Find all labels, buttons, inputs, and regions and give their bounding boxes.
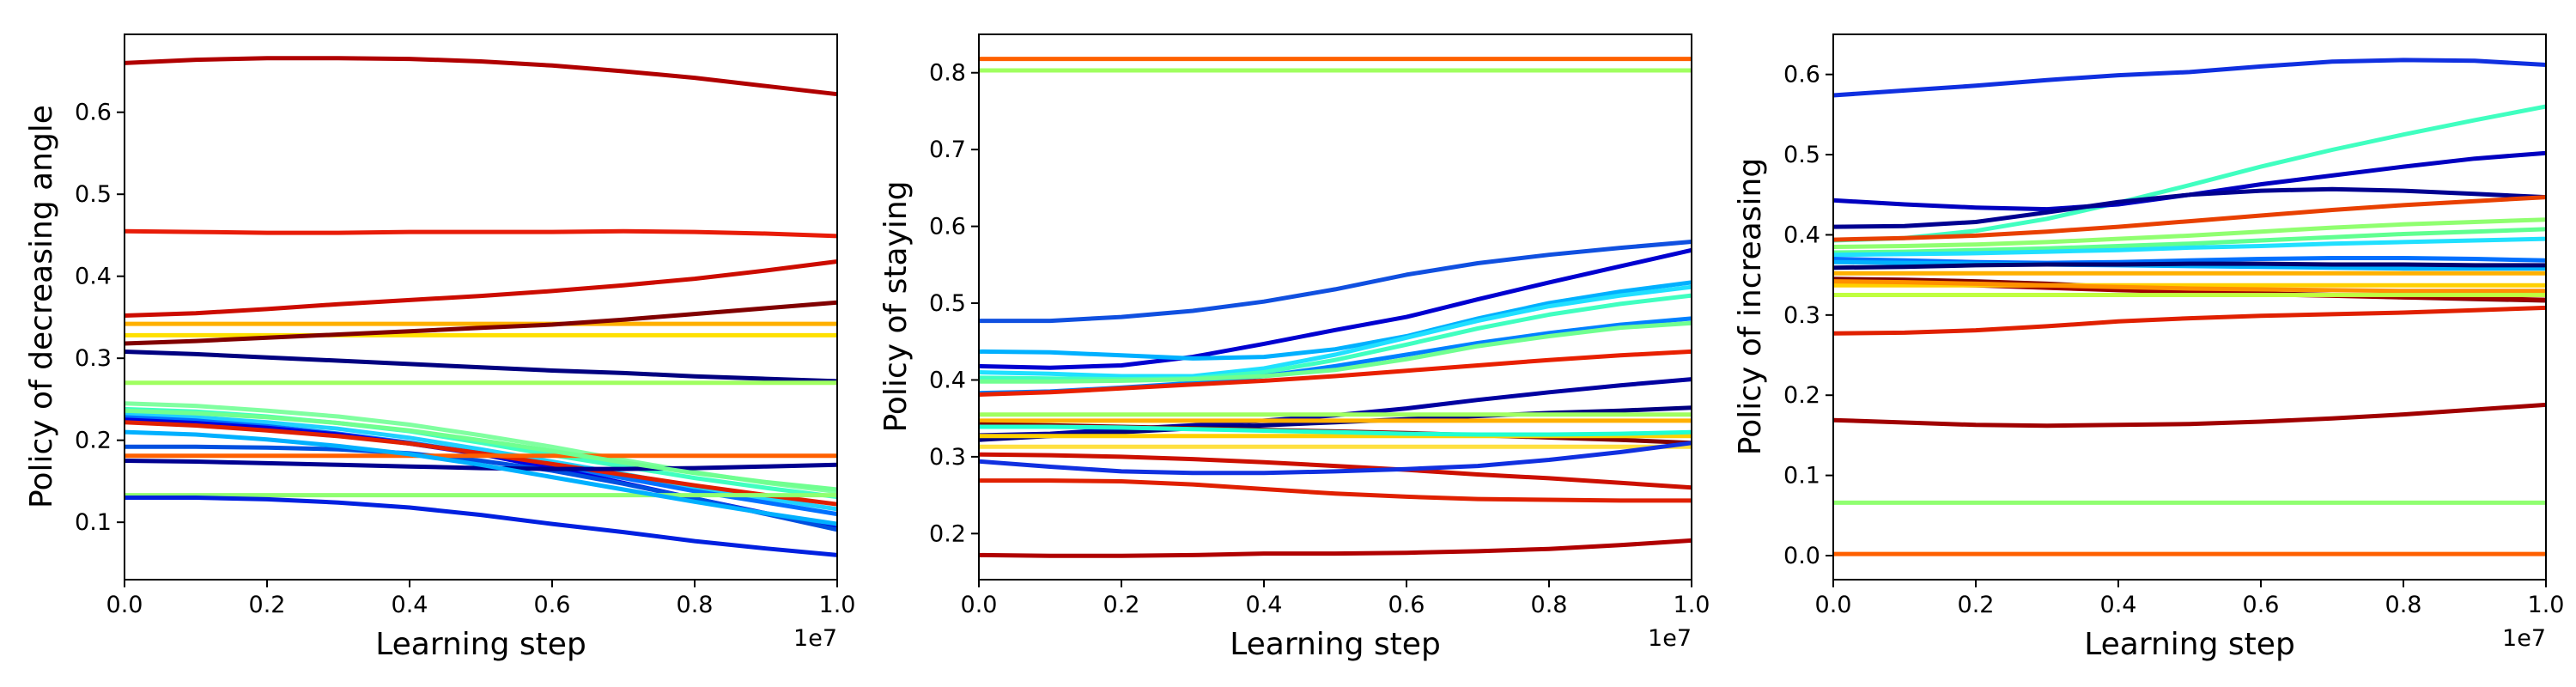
series-line-5 <box>1832 195 2547 242</box>
series-line-21 <box>978 538 1692 558</box>
x-tick-label: 0.0 <box>1815 592 1852 618</box>
x-axis-label: Learning step <box>1230 627 1441 662</box>
y-axis-label: Policy of staying <box>878 180 914 432</box>
series-line-2 <box>124 228 838 239</box>
x-tick-label: 0.4 <box>1246 592 1283 618</box>
series-line-6 <box>1832 217 2547 249</box>
plot-frame <box>1832 33 2547 581</box>
series-line-10 <box>1832 259 2546 271</box>
series-line-19 <box>1832 402 2547 429</box>
series-line-7 <box>1832 227 2547 255</box>
x-tick-label: 0.0 <box>106 592 143 618</box>
x-offset-label: 1e7 <box>793 625 837 652</box>
x-tick-label: 1.0 <box>2528 592 2565 618</box>
series-line-22 <box>979 424 1692 437</box>
series-line-11 <box>1832 261 2546 271</box>
chart-panel-2: Policy of staying Learning step 1e7 0.0 0… <box>878 33 1710 662</box>
series-line-3 <box>979 240 1692 324</box>
y-tick-label: 0.5 <box>929 290 966 317</box>
x-tick-label: 0.0 <box>961 592 998 618</box>
series-line-6 <box>978 284 1692 379</box>
y-tick-label: 0.4 <box>929 367 966 393</box>
y-tick-label: 0.5 <box>75 181 112 208</box>
series-line-19 <box>978 441 1692 476</box>
chart-panel-1: Policy of decreasing angle Learning step… <box>24 33 856 662</box>
y-tick-label: 0.5 <box>1783 142 1820 168</box>
y-tick-label: 0.1 <box>1783 463 1820 489</box>
series-line-5 <box>978 280 1692 361</box>
y-tick-label: 0.0 <box>1783 543 1820 569</box>
series-line-11 <box>124 411 838 512</box>
y-axis-label: Policy of increasing <box>1733 158 1768 455</box>
x-tick-label: 0.2 <box>1958 592 1995 618</box>
series-line-3 <box>1832 150 2547 212</box>
x-tick-label: 0.8 <box>677 592 714 618</box>
x-tick-label: 0.6 <box>1388 592 1425 618</box>
y-tick-label: 0.2 <box>1783 382 1820 409</box>
y-tick-label: 0.4 <box>75 264 112 290</box>
x-axis-label: Learning step <box>375 627 586 662</box>
series-line-19 <box>125 495 838 557</box>
x-tick-label: 0.4 <box>2100 592 2137 618</box>
x-tick-label: 1.0 <box>819 592 856 618</box>
series-line-16 <box>1832 279 2546 294</box>
series-line-6 <box>124 300 838 346</box>
x-tick-label: 0.8 <box>1531 592 1568 618</box>
y-tick-label: 0.3 <box>929 444 966 471</box>
x-axis-label: Learning step <box>2084 627 2295 662</box>
series-line-21 <box>124 408 838 492</box>
x-offset-label: 1e7 <box>2502 625 2546 652</box>
y-tick-label: 0.8 <box>929 60 966 87</box>
series-line-4 <box>978 247 1692 370</box>
series-line-18 <box>1832 305 2547 336</box>
chart-panel-3: Policy of increasing Learning step 1e7 0… <box>1733 33 2565 662</box>
y-tick-label: 0.1 <box>75 509 112 536</box>
y-tick-label: 0.3 <box>1783 302 1820 329</box>
series-line-2 <box>1832 104 2547 243</box>
y-tick-label: 0.6 <box>929 214 966 240</box>
series-line-20 <box>124 429 838 526</box>
series-line-14 <box>124 420 838 507</box>
x-tick-label: 0.8 <box>2385 592 2422 618</box>
plot-area: 0.0 0.2 0.4 0.6 0.8 1.0 0.2 0.3 0.4 0.5 0.6 0.7 0.8 <box>929 33 1710 618</box>
series-line-1 <box>1832 58 2547 98</box>
series-line-9 <box>979 320 1692 384</box>
y-tick-label: 0.6 <box>75 100 112 126</box>
series-line-18 <box>978 452 1692 490</box>
x-tick-label: 1.0 <box>1674 592 1710 618</box>
series-line-8 <box>1832 236 2547 258</box>
plot-frame <box>978 33 1692 581</box>
series-line-7 <box>124 350 838 384</box>
x-tick-label: 0.6 <box>534 592 571 618</box>
series-line-1 <box>124 56 838 97</box>
y-axis-label: Policy of decreasing angle <box>24 105 59 508</box>
series-line-17 <box>124 459 838 471</box>
series-line-10 <box>978 349 1692 397</box>
x-tick-label: 0.2 <box>249 592 286 618</box>
x-tick-label: 0.6 <box>2243 592 2280 618</box>
series-line-20 <box>979 478 1692 503</box>
y-tick-label: 0.2 <box>929 520 966 547</box>
y-tick-label: 0.7 <box>929 137 966 163</box>
x-tick-label: 0.4 <box>392 592 428 618</box>
plot-area: 0.0 0.2 0.4 0.6 0.8 1.0 0.0 0.1 0.2 0.3 0.4 0.5 0.6 <box>1783 33 2565 618</box>
x-tick-label: 0.2 <box>1103 592 1140 618</box>
series-line-4 <box>1832 186 2547 229</box>
y-tick-label: 0.2 <box>75 428 112 454</box>
plot-area: 0.0 0.2 0.4 0.6 0.8 1.0 0.1 0.2 0.3 0.4 0.5 0.6 <box>75 33 856 618</box>
y-tick-label: 0.4 <box>1783 222 1820 248</box>
series-line-3 <box>124 259 838 318</box>
y-tick-label: 0.3 <box>75 345 112 372</box>
y-tick-label: 0.6 <box>1783 62 1820 88</box>
x-offset-label: 1e7 <box>1648 625 1692 652</box>
plot-frame <box>124 33 838 581</box>
